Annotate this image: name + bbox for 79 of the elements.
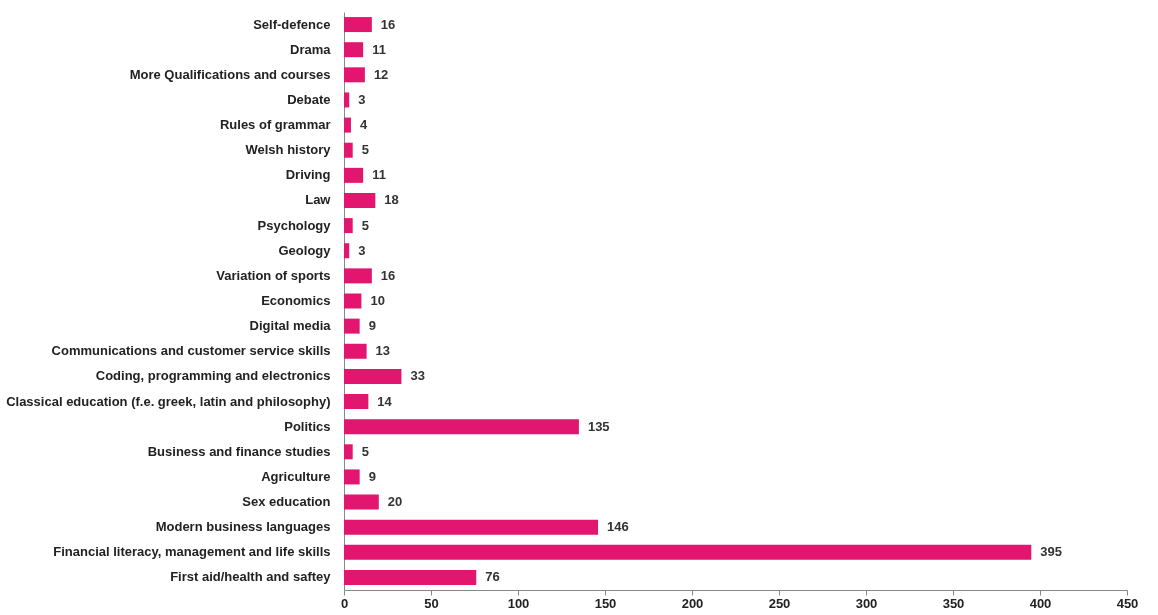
data-label: 20 xyxy=(387,494,403,510)
data-label: 135 xyxy=(587,418,610,434)
y-tick-label: Business and finance studies xyxy=(147,443,331,459)
x-tick-label: 250 xyxy=(768,595,791,611)
data-label: 13 xyxy=(375,343,391,359)
bar xyxy=(344,268,372,284)
bar xyxy=(344,494,379,510)
y-tick-label: Drama xyxy=(290,41,332,57)
bar xyxy=(344,293,362,309)
bar xyxy=(344,444,353,460)
data-label: 5 xyxy=(361,217,369,233)
x-tick-label: 400 xyxy=(1029,595,1052,611)
bar xyxy=(344,469,360,485)
data-label: 395 xyxy=(1040,544,1062,560)
y-tick-label: Variation of sports xyxy=(216,267,331,283)
bar xyxy=(344,117,351,133)
bar xyxy=(344,343,367,359)
data-label: 9 xyxy=(368,318,376,334)
bar xyxy=(344,192,376,208)
y-tick-label: Geology xyxy=(278,242,332,258)
x-tick-label: 450 xyxy=(1116,595,1139,611)
bar xyxy=(344,92,350,108)
data-label: 5 xyxy=(361,142,369,158)
x-tick-label: 100 xyxy=(507,595,530,611)
x-tick-label: 200 xyxy=(681,595,704,611)
y-tick-label: Economics xyxy=(261,293,331,308)
y-tick-label: Debate xyxy=(287,91,331,107)
bar xyxy=(344,419,579,435)
bar xyxy=(344,17,372,33)
y-tick-label: Agriculture xyxy=(261,468,331,484)
y-tick-label: First aid/health and saftey xyxy=(170,569,332,585)
data-label: 5 xyxy=(361,443,369,459)
bar xyxy=(344,243,350,259)
bar xyxy=(344,519,599,535)
data-label: 9 xyxy=(368,468,376,484)
data-label: 4 xyxy=(359,117,368,133)
x-tick-label: 300 xyxy=(855,595,878,611)
bar xyxy=(344,318,360,334)
bar xyxy=(344,544,1032,560)
data-label: 3 xyxy=(358,91,366,107)
data-label: 11 xyxy=(372,41,386,57)
bar xyxy=(344,368,402,384)
bar xyxy=(344,42,364,58)
bar xyxy=(344,218,353,234)
y-tick-label: More Qualifications and courses xyxy=(129,66,331,82)
y-tick-label: Law xyxy=(305,192,332,208)
bar xyxy=(344,569,477,585)
x-tick-label: 350 xyxy=(942,595,965,611)
y-tick-label: Classical education (f.e. greek, latin and philosophy) xyxy=(6,393,331,409)
y-tick-label: Rules of grammar xyxy=(219,117,331,133)
x-tick-label: 50 xyxy=(424,595,439,611)
data-label: 33 xyxy=(410,368,425,384)
y-tick-label: Financial literacy, management and life skills xyxy=(53,544,331,560)
y-tick-label: Self-defence xyxy=(253,16,331,32)
data-label: 146 xyxy=(607,519,629,535)
y-tick-label: Sex education xyxy=(242,494,331,510)
y-tick-label: Coding, programming and electronics xyxy=(95,368,331,384)
data-label: 10 xyxy=(370,293,385,308)
bar xyxy=(344,67,365,83)
data-label: 3 xyxy=(358,242,366,258)
data-label: 12 xyxy=(373,66,389,82)
y-tick-label: Modern business languages xyxy=(155,519,331,535)
y-tick-label: Communications and customer service skills xyxy=(51,343,331,359)
data-label: 76 xyxy=(485,569,500,585)
y-tick-label: Politics xyxy=(284,418,331,434)
data-label: 16 xyxy=(380,16,396,32)
y-tick-label: Psychology xyxy=(257,217,332,233)
bar xyxy=(344,394,369,410)
x-tick-label: 0 xyxy=(340,595,349,611)
data-label: 11 xyxy=(372,167,386,183)
data-label: 14 xyxy=(377,393,393,409)
y-tick-label: Welsh history xyxy=(245,142,332,158)
x-tick-label: 150 xyxy=(594,595,617,611)
y-tick-label: Driving xyxy=(285,167,331,183)
data-label: 16 xyxy=(380,267,396,283)
y-tick-label: Digital media xyxy=(249,318,332,334)
bar xyxy=(344,142,353,158)
data-label: 18 xyxy=(384,192,399,208)
bar xyxy=(344,167,364,183)
